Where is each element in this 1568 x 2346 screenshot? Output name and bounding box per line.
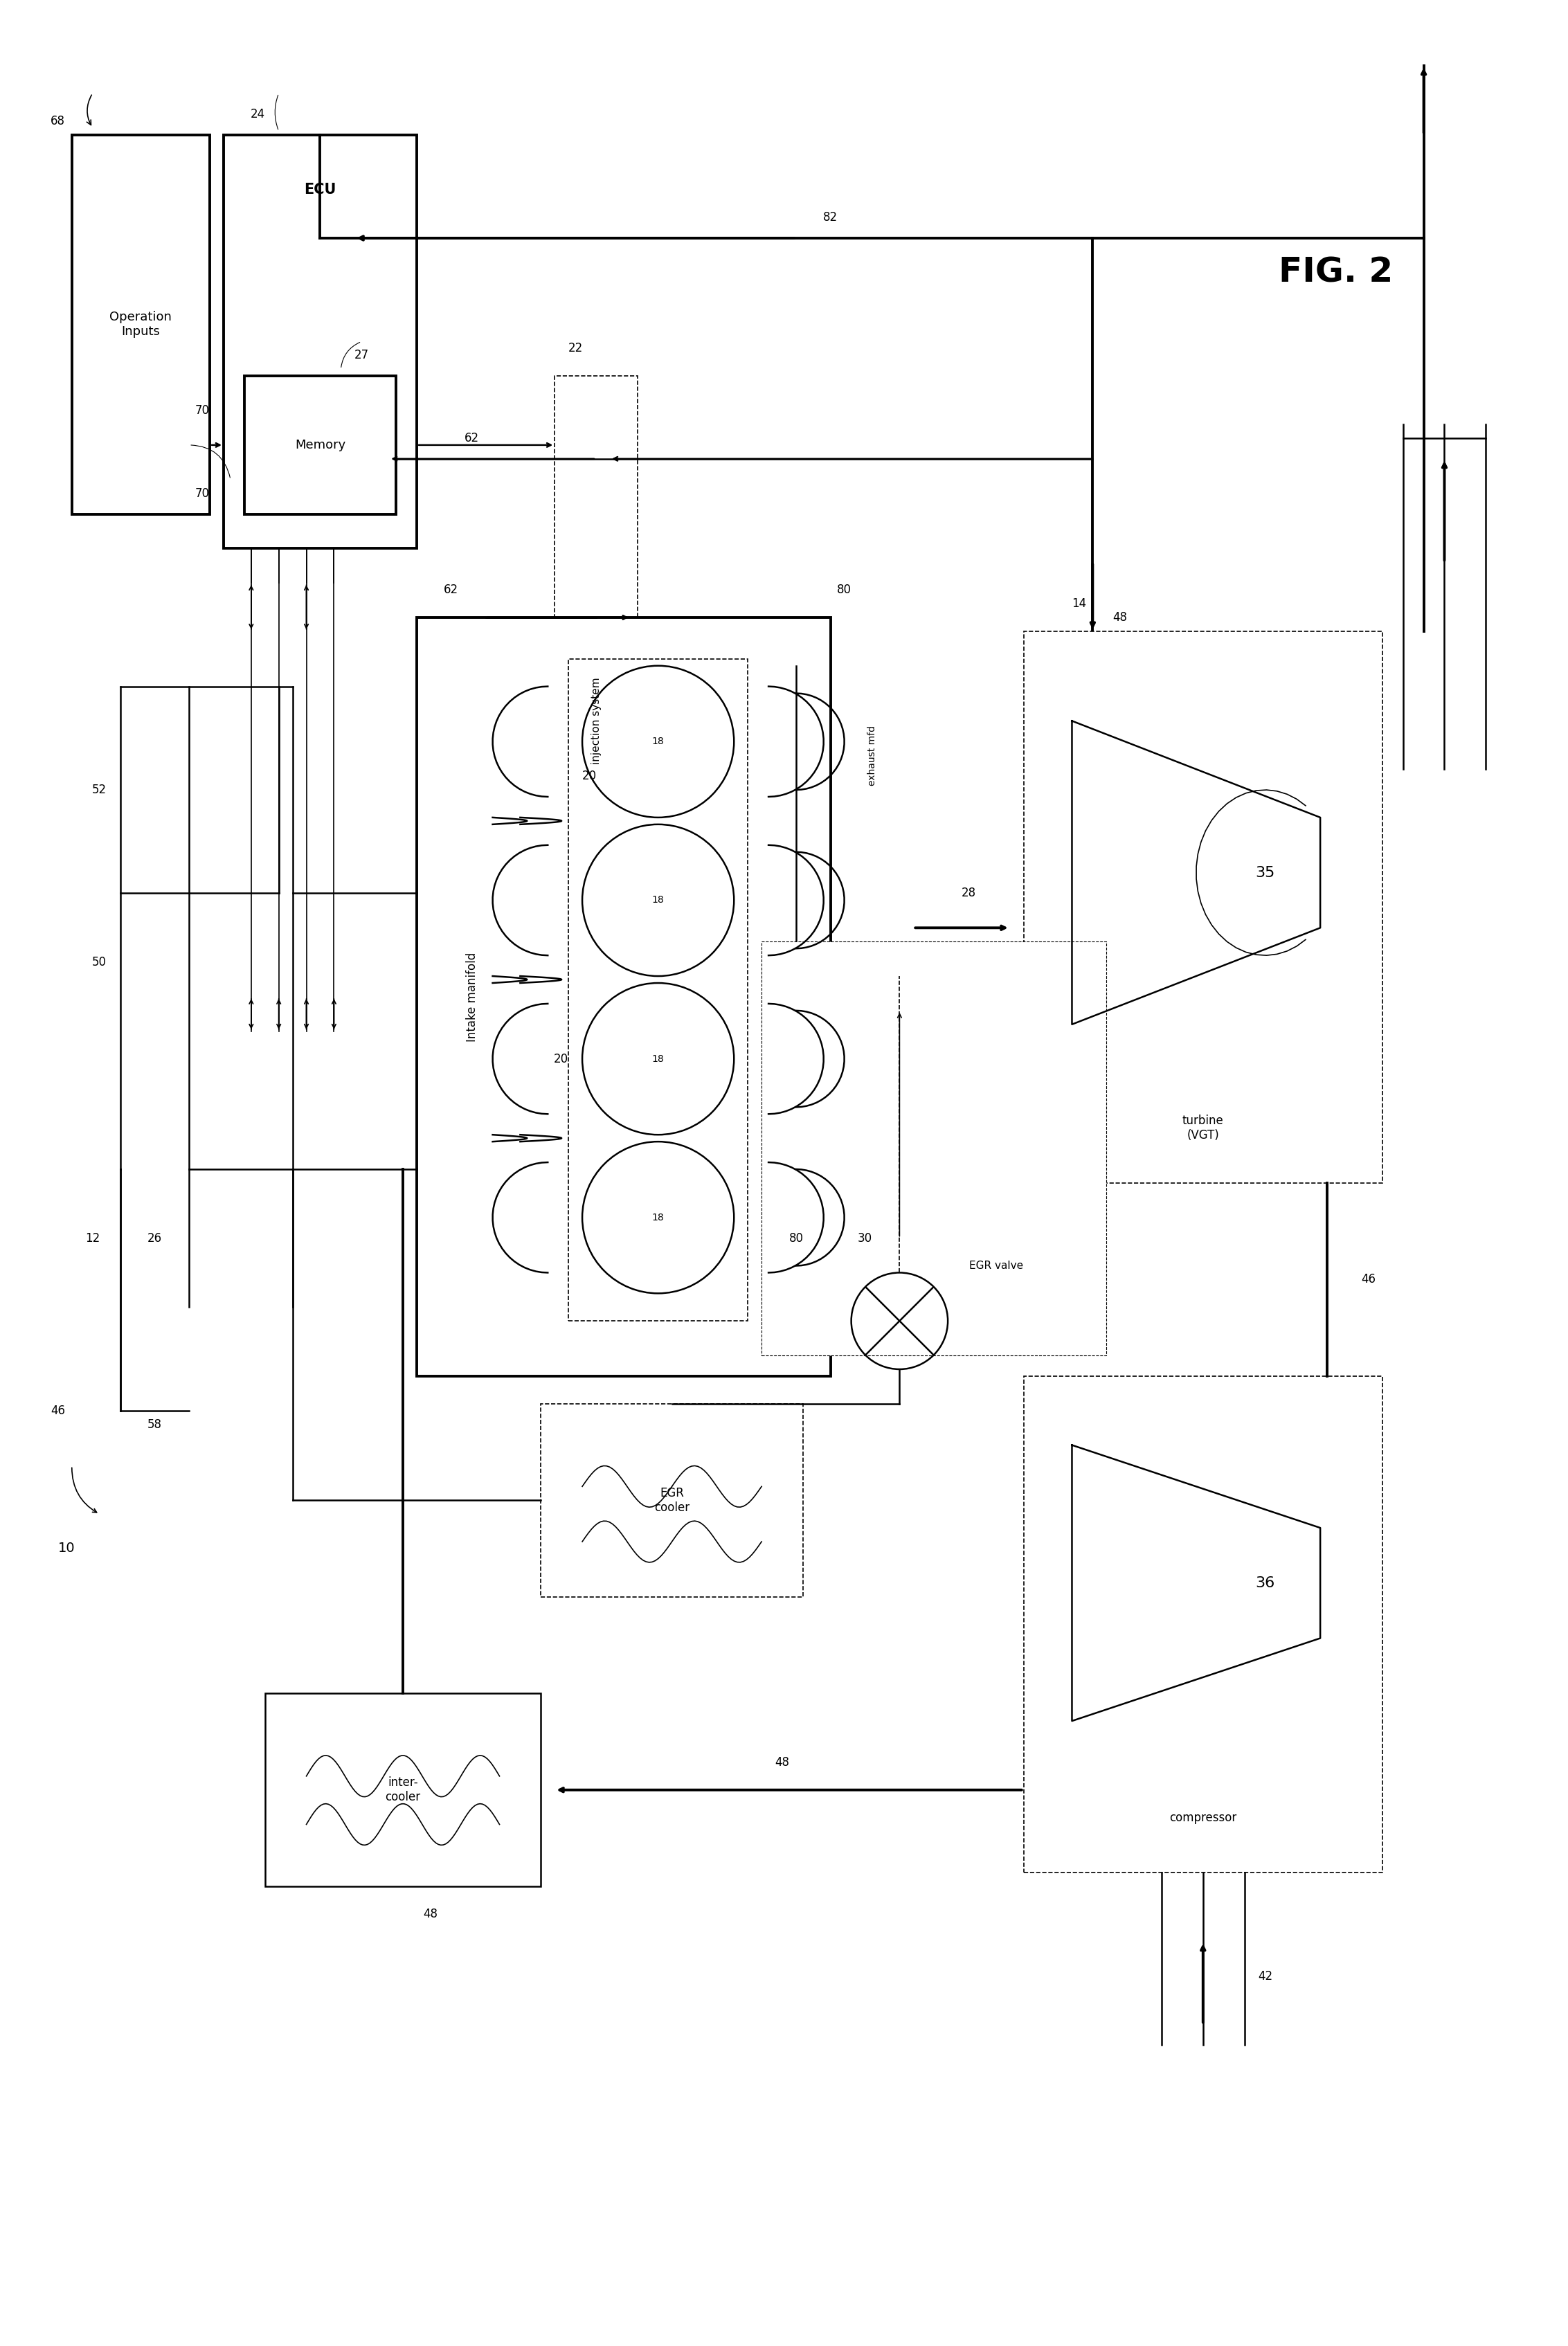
Text: 36: 36	[1256, 1577, 1275, 1591]
Text: inter-
cooler: inter- cooler	[386, 1776, 420, 1804]
Bar	[569, 659, 748, 1321]
Text: EGR
cooler: EGR cooler	[654, 1487, 690, 1513]
Text: exhaust mfd: exhaust mfd	[867, 725, 877, 786]
Text: ECU: ECU	[304, 183, 336, 197]
Text: 30: 30	[858, 1232, 872, 1243]
Text: 80: 80	[837, 584, 851, 596]
Text: compressor: compressor	[1170, 1811, 1237, 1823]
Text: 46: 46	[1361, 1274, 1375, 1286]
Text: EGR valve: EGR valve	[969, 1260, 1024, 1272]
Text: 68: 68	[50, 115, 64, 127]
Text: 82: 82	[823, 211, 837, 223]
Bar	[72, 134, 210, 514]
Text: injection system: injection system	[591, 678, 601, 765]
Text: 50: 50	[93, 957, 107, 969]
Bar	[417, 617, 831, 1377]
Text: 18: 18	[652, 1053, 665, 1063]
Text: 58: 58	[147, 1419, 162, 1431]
Text: 35: 35	[1256, 866, 1275, 880]
Text: 46: 46	[50, 1405, 66, 1417]
Bar	[541, 1403, 803, 1598]
Text: 80: 80	[789, 1232, 803, 1243]
Text: 52: 52	[93, 784, 107, 795]
Text: FIG. 2: FIG. 2	[1279, 256, 1394, 289]
Text: 12: 12	[85, 1232, 100, 1243]
Text: 27: 27	[354, 350, 368, 361]
Bar	[265, 1694, 541, 1886]
Text: 18: 18	[652, 896, 665, 906]
Text: 48: 48	[1113, 612, 1127, 624]
Bar	[224, 134, 417, 549]
Text: Intake manifold: Intake manifold	[466, 952, 478, 1042]
Text: 18: 18	[652, 1213, 665, 1222]
Text: 70: 70	[196, 488, 210, 500]
Text: Memory: Memory	[295, 439, 345, 450]
Text: turbine
(VGT): turbine (VGT)	[1182, 1114, 1223, 1140]
Text: 24: 24	[251, 108, 265, 120]
Text: 42: 42	[1258, 1971, 1272, 1982]
Text: 26: 26	[147, 1232, 162, 1243]
Text: 14: 14	[1071, 598, 1087, 610]
Text: 22: 22	[568, 343, 583, 354]
Text: 62: 62	[444, 584, 458, 596]
Text: 18: 18	[652, 737, 665, 746]
Text: Operation
Inputs: Operation Inputs	[110, 312, 172, 338]
Bar	[245, 375, 397, 514]
Text: 20: 20	[554, 1053, 569, 1065]
Text: 62: 62	[464, 432, 480, 443]
Bar	[762, 941, 1107, 1356]
Text: 48: 48	[775, 1757, 790, 1769]
Text: 10: 10	[58, 1541, 75, 1555]
Bar	[1024, 631, 1383, 1182]
Bar	[1024, 1377, 1383, 1872]
Bar	[555, 375, 638, 1065]
Text: 48: 48	[423, 1907, 437, 1921]
Text: 28: 28	[961, 887, 975, 899]
Text: 20: 20	[582, 769, 596, 781]
Text: 70: 70	[196, 404, 210, 418]
